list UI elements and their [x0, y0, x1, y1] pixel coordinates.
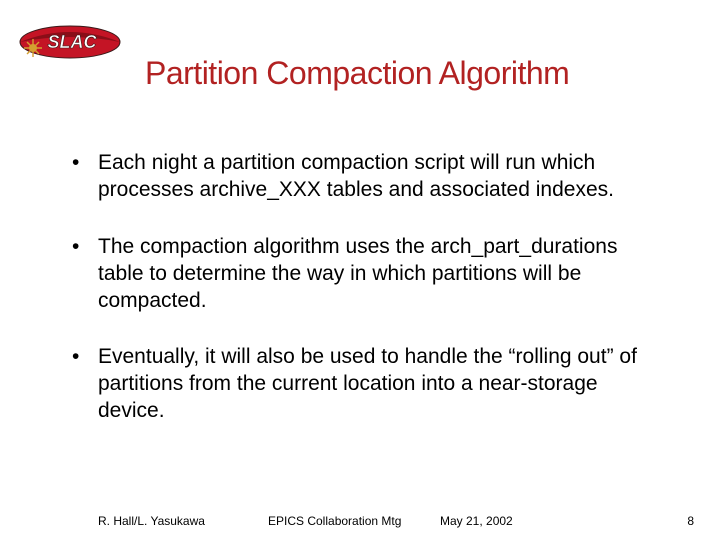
footer-author: R. Hall/L. Yasukawa — [98, 514, 205, 528]
bullet-item: The compaction algorithm uses the arch_p… — [70, 234, 660, 315]
footer: R. Hall/L. Yasukawa EPICS Collaboration … — [0, 506, 720, 528]
bullet-list: Each night a partition compaction script… — [70, 150, 660, 455]
slac-logo: SLAC — [18, 18, 123, 66]
footer-page: 8 — [687, 514, 694, 528]
footer-event: EPICS Collaboration Mtg — [268, 514, 401, 528]
bullet-item: Each night a partition compaction script… — [70, 150, 660, 204]
slide: SLAC Partition Compaction Algorithm Each… — [0, 0, 720, 540]
bullet-item: Eventually, it will also be used to hand… — [70, 344, 660, 425]
svg-text:SLAC: SLAC — [48, 32, 98, 52]
slide-title: Partition Compaction Algorithm — [145, 55, 700, 92]
footer-date: May 21, 2002 — [440, 514, 513, 528]
